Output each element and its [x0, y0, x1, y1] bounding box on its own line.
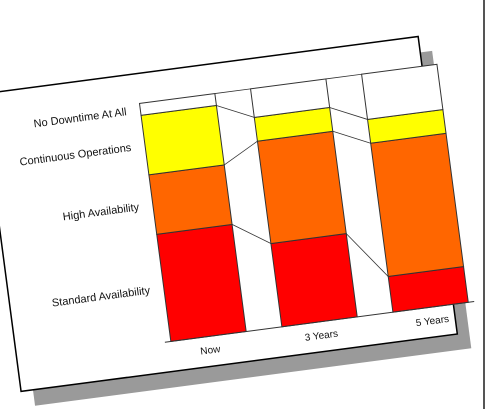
x-axis-baseline [164, 300, 475, 343]
band-connectors [214, 73, 389, 277]
bar-segment-standard-availability-1 [270, 233, 358, 328]
bar-segment-high-availability-0 [148, 164, 233, 235]
x-tick-label: 3 Years [304, 329, 339, 344]
page-edge-rule [483, 0, 485, 409]
band-connector-line [216, 105, 255, 118]
stacked-bars [138, 63, 469, 342]
band-connector-line [332, 130, 371, 144]
x-tick-label: 5 Years [415, 314, 450, 329]
x-tick-labels: Now 3 Years 5 Years [200, 314, 450, 358]
bar-segment-no-downtime-at-all-1 [249, 78, 331, 118]
bar-segment-high-availability-1 [256, 130, 347, 245]
band-connector-line [325, 73, 362, 80]
band-connector-line [345, 233, 389, 277]
bar-segment-no-downtime-at-all-0 [138, 92, 217, 116]
bar-segment-continuous-operations-0 [140, 104, 225, 176]
band-connector-line [224, 140, 258, 166]
band-connector-line [214, 88, 251, 94]
x-tick-label: Now [200, 344, 222, 358]
band-connector-line [231, 224, 272, 244]
bar-segment-standard-availability-0 [156, 223, 247, 342]
band-connector-line [329, 107, 368, 120]
bar-segment-no-downtime-at-all-2 [361, 63, 444, 121]
